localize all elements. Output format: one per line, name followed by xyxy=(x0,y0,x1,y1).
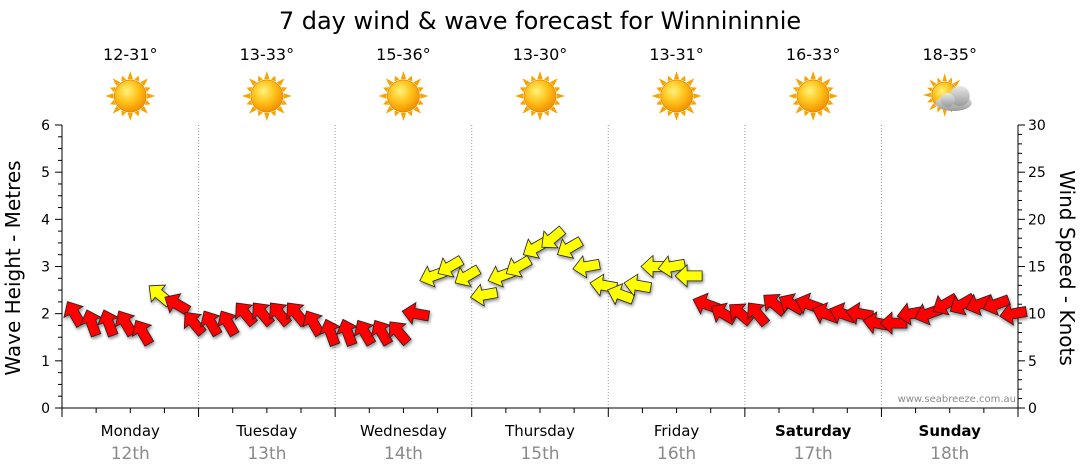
wind-arrow xyxy=(437,255,465,278)
sun-icon xyxy=(378,71,429,121)
wind-arrow xyxy=(572,255,601,279)
left-tick-label: 2 xyxy=(41,307,50,323)
day-name-label: Monday xyxy=(101,422,160,440)
sun-icon xyxy=(105,71,156,121)
wind-arrow xyxy=(729,303,755,327)
left-tick-label: 1 xyxy=(41,354,50,370)
wind-arrow xyxy=(469,283,499,307)
chart-title: 7 day wind & wave forecast for Winnininn… xyxy=(279,7,801,35)
sun-rays xyxy=(241,71,292,121)
wind-arrow xyxy=(131,319,155,347)
wind-arrow xyxy=(879,311,908,336)
sun-rays xyxy=(378,71,429,121)
day-name-label: Saturday xyxy=(775,422,852,440)
wind-arrow xyxy=(269,302,293,328)
right-tick-label: 5 xyxy=(1028,354,1037,370)
day-date-label: 14th xyxy=(384,444,423,464)
wind-arrow xyxy=(164,293,192,316)
left-tick-label: 3 xyxy=(41,260,50,276)
day-name-label: Friday xyxy=(654,422,700,440)
wind-arrow xyxy=(623,273,653,297)
right-tick-label: 20 xyxy=(1028,212,1046,228)
sun-rays xyxy=(105,71,156,121)
wind-arrow xyxy=(556,236,584,259)
wind-arrow xyxy=(710,302,738,326)
wind-arrow xyxy=(401,301,431,326)
sun-icon xyxy=(788,71,839,121)
wind-arrow xyxy=(999,302,1028,326)
wind-arrow xyxy=(607,283,636,306)
right-axis-title: Wind Speed - Knots xyxy=(1055,170,1079,366)
temp-range-label: 15-36° xyxy=(376,45,431,64)
day-date-label: 15th xyxy=(520,444,559,464)
temp-range-label: 13-30° xyxy=(513,45,568,64)
wind-arrow xyxy=(747,302,771,328)
wind-arrow xyxy=(388,321,412,347)
day-date-label: 17th xyxy=(794,444,833,464)
left-tick-label: 4 xyxy=(41,212,50,228)
day-date-label: 13th xyxy=(247,444,286,464)
wind-arrow xyxy=(982,293,1011,316)
day-name-label: Wednesday xyxy=(360,422,447,440)
wind-arrow xyxy=(454,264,482,288)
wind-arrow xyxy=(183,311,207,337)
watermark: www.seabreeze.com.au xyxy=(898,394,1016,405)
wind-arrow xyxy=(252,302,276,328)
temp-range-label: 12-31° xyxy=(103,45,158,64)
temp-range-label: 13-31° xyxy=(649,45,704,64)
sun-rays xyxy=(515,71,565,121)
axes: 0 1 2 3 4 5 6 0 5 10 15 20 25 30 xyxy=(41,118,1046,417)
wind-arrow xyxy=(505,255,533,278)
forecast-header: 12-31° 13-33° 15-36° 13-30° 13-31° 16-33° 18-3… xyxy=(103,45,977,121)
day-name-label: Tuesday xyxy=(235,422,297,440)
wind-arrow xyxy=(199,310,223,338)
left-axis-title: Wave Height - Metres xyxy=(1,160,25,375)
wind-arrow xyxy=(541,225,567,249)
cloud-icon xyxy=(935,86,972,111)
wind-arrow xyxy=(657,255,687,279)
day-name-label: Sunday xyxy=(919,422,982,440)
temp-range-label: 16-33° xyxy=(786,45,841,64)
day-name-label: Thursday xyxy=(504,422,575,440)
sun-rays xyxy=(651,71,702,121)
right-tick-label: 10 xyxy=(1028,307,1046,323)
wind-arrow xyxy=(674,263,703,288)
day-labels: Monday 12th Tuesday 13th Wednesday 14th Thursd… xyxy=(101,422,981,464)
temp-range-label: 13-33° xyxy=(240,45,295,64)
day-date-label: 16th xyxy=(657,444,696,464)
right-tick-label: 15 xyxy=(1028,260,1046,276)
left-tick-label: 5 xyxy=(41,165,50,181)
temp-range-label: 18-35° xyxy=(922,45,977,64)
sun-icon xyxy=(651,71,702,121)
sun-icon xyxy=(241,71,292,121)
wind-arrow xyxy=(235,302,259,328)
left-tick-label: 0 xyxy=(41,401,50,417)
right-tick-label: 30 xyxy=(1028,118,1046,134)
grid xyxy=(198,125,882,408)
sun-rays xyxy=(788,71,839,121)
wind-arrow xyxy=(353,319,377,347)
left-tick-label: 6 xyxy=(41,118,50,134)
right-tick-label: 0 xyxy=(1028,401,1037,417)
wind-arrows xyxy=(63,225,1028,347)
right-tick-label: 25 xyxy=(1028,165,1046,181)
sun-cloud-icon xyxy=(922,73,972,117)
day-date-label: 12th xyxy=(111,444,150,464)
day-date-label: 18th xyxy=(930,444,969,464)
sun-icon xyxy=(515,71,565,121)
